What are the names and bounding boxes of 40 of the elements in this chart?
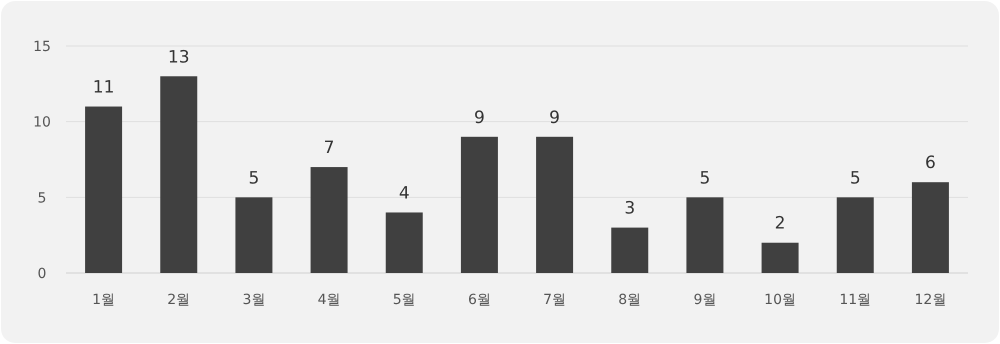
data-label: 2: [774, 214, 786, 234]
bar: [460, 136, 498, 273]
bar: [310, 167, 348, 273]
x-tick-label: 7월: [543, 292, 566, 308]
bar: [536, 136, 574, 273]
bar: [160, 76, 198, 273]
data-label: 9: [474, 108, 485, 128]
y-tick-label: 0: [38, 266, 46, 282]
x-tick-label: 4월: [318, 292, 341, 308]
data-label: 3: [624, 198, 636, 219]
x-tick-label: 3월: [242, 292, 266, 308]
data-label: 9: [549, 108, 560, 128]
bar: [386, 212, 423, 273]
x-tick-label: 2월: [167, 292, 190, 308]
data-label: 7: [324, 138, 334, 158]
x-tick-label: 6월: [468, 292, 491, 308]
data-label: 5: [700, 168, 710, 188]
data-label: 5: [248, 168, 260, 188]
bar: [762, 242, 799, 273]
data-label: 13: [168, 47, 190, 68]
data-label: 4: [398, 183, 410, 204]
bar: [836, 197, 874, 273]
x-tick-label: 11월: [839, 292, 872, 308]
x-tick-label: 12월: [914, 292, 946, 308]
x-tick-label: 8월: [618, 292, 642, 308]
y-tick-label: 10: [33, 114, 51, 131]
x-tick-label: 9월: [693, 292, 716, 308]
x-tick-label: 1월: [92, 292, 116, 308]
data-label: 5: [850, 168, 861, 188]
data-label: 6: [925, 153, 936, 174]
bar: [611, 228, 648, 273]
bar: [686, 197, 724, 273]
bar: [912, 182, 949, 273]
x-tick-label: 5월: [392, 292, 416, 308]
data-label: 11: [92, 78, 114, 98]
bar: [85, 106, 122, 273]
x-tick-label: 10월: [764, 292, 796, 308]
y-tick-label: 15: [33, 39, 51, 55]
y-tick-label: 5: [38, 190, 46, 206]
bar: [235, 197, 272, 273]
